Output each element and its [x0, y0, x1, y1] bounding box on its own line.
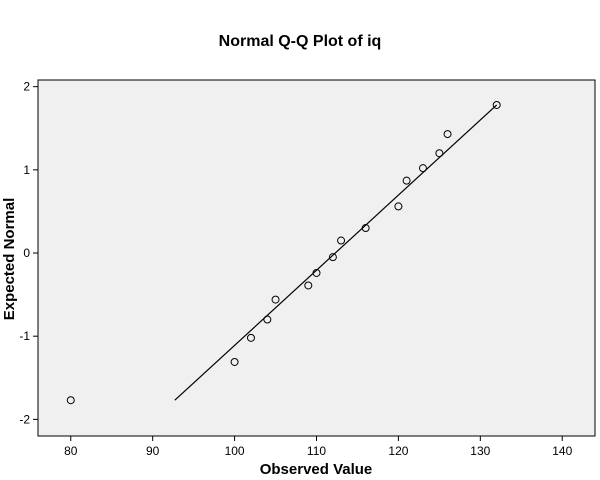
x-axis: 80 90 100 110 120 130 140 [64, 436, 573, 458]
x-tick-label: 90 [146, 444, 160, 458]
data-point [435, 149, 444, 158]
x-tick-label: 140 [552, 444, 572, 458]
data-points [66, 100, 501, 405]
x-tick-label: 110 [307, 444, 326, 458]
y-tick-label: 0 [23, 246, 30, 260]
x-axis-title: Observed Value [260, 461, 373, 478]
x-tick-label: 80 [64, 444, 78, 458]
plot-area [37, 79, 596, 437]
data-point [328, 253, 337, 262]
data-point [443, 130, 452, 139]
data-point [394, 202, 403, 211]
data-point [230, 357, 239, 366]
data-point [312, 268, 321, 277]
data-point [402, 176, 411, 185]
y-tick-label: 1 [23, 163, 30, 177]
data-point [271, 295, 280, 304]
data-point [492, 100, 501, 109]
data-point [263, 315, 272, 324]
data-point [337, 236, 346, 245]
y-axis-title: Expected Normal [1, 198, 18, 321]
y-axis: -2 -1 0 1 2 [19, 80, 38, 426]
y-tick-label: 2 [23, 80, 30, 94]
data-point [304, 281, 313, 290]
x-tick-label: 100 [225, 444, 245, 458]
chart-title: Normal Q-Q Plot of iq [218, 33, 382, 50]
data-point [66, 396, 75, 405]
data-point [361, 224, 370, 233]
x-tick-label: 120 [388, 444, 408, 458]
y-tick-label: -1 [19, 329, 30, 343]
data-point [246, 333, 255, 342]
x-tick-label: 130 [470, 444, 490, 458]
y-tick-label: -2 [19, 412, 30, 426]
data-point [418, 164, 427, 173]
